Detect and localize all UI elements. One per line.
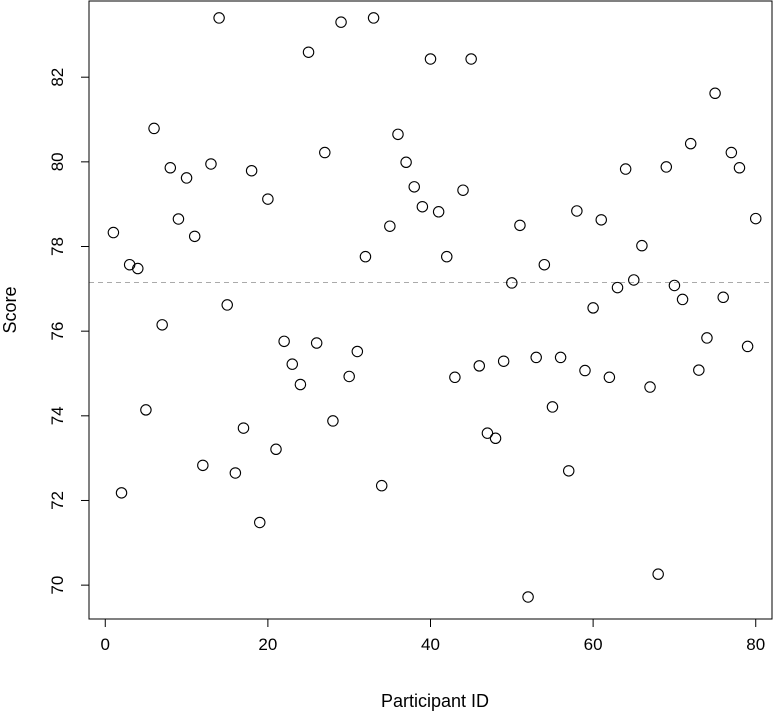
- data-point: [741, 340, 754, 353]
- data-point: [319, 146, 331, 159]
- data-point: [351, 345, 364, 358]
- data-point: [148, 122, 160, 135]
- data-point: [140, 404, 152, 416]
- data-point: [506, 277, 518, 289]
- y-axis-title: Score: [0, 286, 20, 333]
- x-tick-label: 60: [584, 635, 603, 654]
- data-point: [717, 291, 729, 304]
- data-point: [164, 162, 177, 174]
- data-point: [725, 146, 738, 159]
- data-point: [245, 164, 258, 177]
- data-point: [229, 467, 242, 479]
- x-axis: 0 20 40 60 80: [101, 618, 765, 654]
- y-tick-label: 70: [48, 576, 67, 595]
- data-point: [123, 258, 136, 271]
- data-point: [359, 250, 372, 263]
- data-point: [213, 12, 225, 24]
- y-axis: 70 72 74 76 78 80 82: [48, 68, 90, 595]
- x-tick-label: 80: [746, 635, 765, 654]
- y-tick-label: 76: [48, 322, 67, 341]
- data-point: [254, 516, 266, 529]
- data-point: [375, 479, 388, 492]
- data-point: [262, 193, 274, 205]
- data-point: [278, 335, 290, 348]
- data-point: [465, 53, 477, 65]
- data-point: [107, 226, 120, 239]
- data-point: [343, 370, 355, 383]
- x-tick-label: 20: [258, 635, 277, 654]
- x-tick-label: 40: [421, 635, 440, 654]
- data-point: [384, 220, 396, 232]
- data-point: [205, 158, 217, 170]
- data-point: [628, 274, 640, 286]
- y-tick-label: 82: [48, 68, 67, 87]
- y-tick-label: 72: [48, 491, 67, 510]
- plot-frame: [88, 0, 773, 620]
- data-point: [660, 161, 673, 173]
- data-point: [522, 591, 534, 603]
- data-point: [571, 205, 583, 217]
- data-point: [684, 137, 697, 150]
- data-point: [221, 299, 233, 311]
- data-point: [237, 422, 250, 434]
- x-axis-title: Participant ID: [381, 691, 489, 711]
- y-tick-label: 74: [48, 406, 67, 425]
- data-points: [107, 12, 762, 603]
- data-point: [603, 371, 616, 384]
- data-point: [302, 46, 315, 58]
- data-point: [579, 364, 591, 377]
- data-point: [701, 332, 713, 344]
- data-point: [115, 487, 128, 499]
- data-point: [554, 351, 567, 364]
- data-point: [294, 378, 307, 391]
- data-point: [424, 53, 437, 65]
- data-point: [286, 358, 299, 370]
- data-point: [652, 568, 664, 580]
- data-point: [473, 360, 486, 372]
- data-point: [441, 250, 453, 263]
- data-point: [749, 212, 762, 225]
- data-point: [449, 371, 461, 384]
- data-point: [327, 415, 339, 427]
- data-point: [392, 128, 404, 141]
- data-point: [619, 163, 632, 175]
- data-point: [676, 293, 689, 306]
- data-point: [180, 172, 193, 184]
- data-point: [457, 184, 469, 196]
- data-point: [172, 213, 185, 225]
- x-tick-label: 0: [101, 635, 110, 654]
- data-point: [156, 319, 168, 331]
- data-point: [733, 162, 746, 174]
- data-point: [335, 16, 347, 28]
- data-point: [188, 230, 201, 243]
- data-point: [416, 200, 429, 213]
- data-point: [310, 337, 323, 349]
- data-point: [408, 181, 420, 193]
- data-point: [514, 219, 526, 232]
- data-point: [497, 355, 510, 367]
- data-point: [538, 258, 551, 271]
- data-point: [530, 351, 542, 364]
- data-point: [709, 87, 721, 100]
- data-point: [595, 214, 607, 226]
- data-point: [132, 262, 144, 275]
- data-point: [562, 465, 575, 477]
- data-point: [432, 206, 445, 218]
- data-point: [636, 239, 648, 252]
- data-point: [611, 281, 624, 294]
- data-point: [270, 443, 282, 456]
- y-tick-label: 78: [48, 237, 67, 256]
- data-point: [489, 432, 502, 445]
- y-tick-label: 80: [48, 152, 67, 171]
- data-point: [546, 401, 559, 413]
- data-point: [367, 12, 380, 24]
- data-point: [644, 381, 656, 393]
- data-point: [400, 156, 412, 169]
- data-point: [587, 302, 599, 314]
- data-point: [693, 364, 705, 376]
- data-point: [197, 459, 209, 472]
- data-point: [668, 279, 681, 292]
- data-point: [481, 427, 494, 439]
